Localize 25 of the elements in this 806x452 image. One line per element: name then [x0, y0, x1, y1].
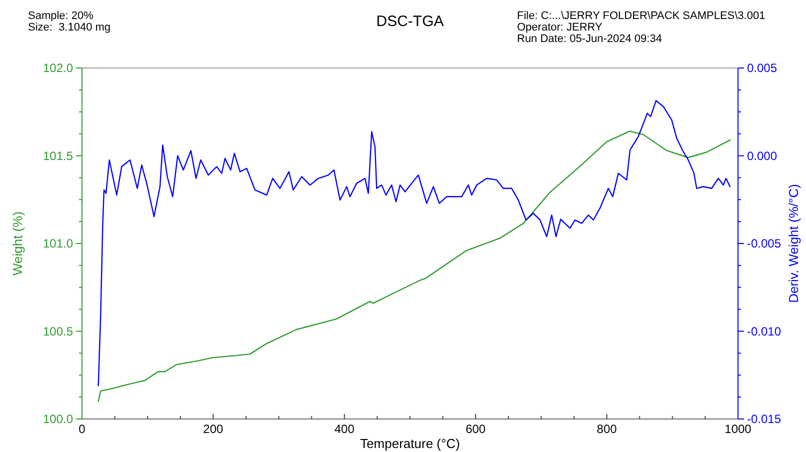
x-tick-label: 200 — [203, 422, 224, 436]
line-series — [98, 130, 731, 402]
y-tick-label: 101.5 — [42, 148, 74, 163]
y2-tick-label: -0.005 — [747, 236, 782, 250]
y-axis-title: Weight (%) — [10, 211, 25, 276]
y-tick-label: 102.0 — [42, 61, 74, 75]
x-tick-label: 0 — [78, 422, 86, 436]
x-tick-label: 600 — [466, 422, 486, 436]
chart-title: DSC-TGA — [376, 13, 444, 30]
y-tick-label: 100.0 — [42, 412, 74, 426]
y2-tick-label: 0.000 — [747, 148, 778, 163]
text: Operator: JERRY — [517, 22, 604, 34]
x-tick-label: 400 — [334, 422, 355, 436]
x-axis-title: Temperature (°C) — [360, 436, 460, 451]
line-series — [98, 100, 731, 386]
text: File: C:...\JERRY FOLDER\PACK SAMPLES\3.001 — [517, 10, 766, 22]
y2-tick-label: -0.010 — [747, 324, 782, 338]
y2-axis-title: Deriv. Weight (%/°C) — [786, 184, 801, 303]
x-tick-label: 800 — [596, 422, 618, 436]
y-tick-label: 100.5 — [42, 324, 74, 338]
y-tick-label: 101.0 — [42, 236, 74, 250]
y2-tick-label: 0.005 — [747, 61, 778, 75]
text: Size: 3.1040 mg — [28, 22, 111, 34]
text: Run Date: 05-Jun-2024 09:34 — [517, 33, 662, 45]
text: Sample: 20% — [28, 10, 94, 22]
